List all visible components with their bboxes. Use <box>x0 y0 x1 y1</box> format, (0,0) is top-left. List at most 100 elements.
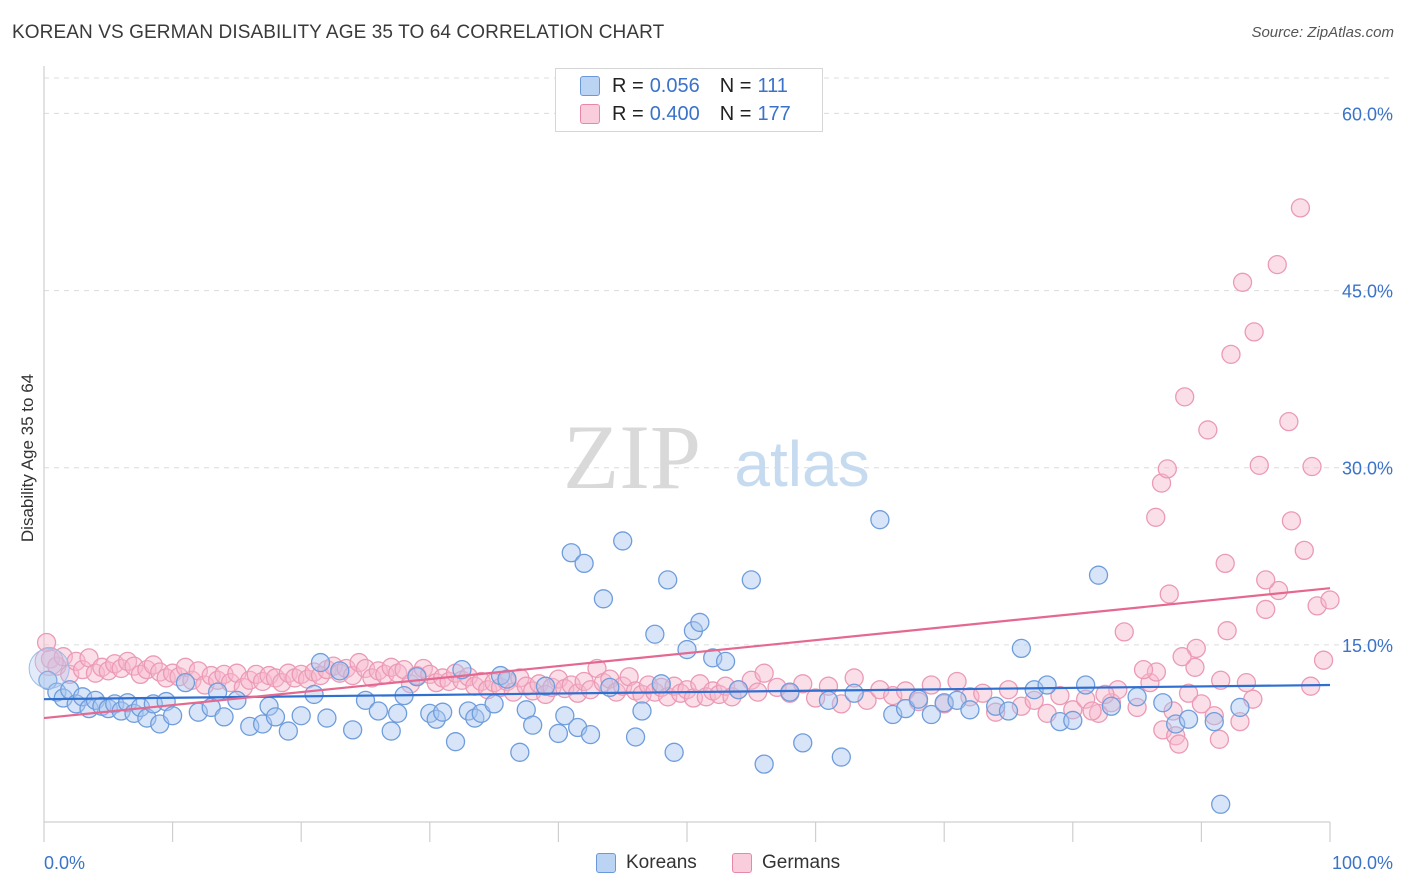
korean-point <box>658 570 678 590</box>
korean-point <box>593 589 614 609</box>
germans-swatch <box>580 104 600 124</box>
korean-point <box>741 570 761 590</box>
source-label: Source: ZipAtlas.com <box>1251 24 1394 41</box>
legend-row-koreans: R = 0.056 N = 111 <box>580 73 808 99</box>
stats-legend: R = 0.056 N = 111 R = 0.400 N = 177 <box>555 68 823 132</box>
german-point <box>1268 580 1289 601</box>
legend-item-germans[interactable]: Germans <box>732 852 840 874</box>
zipatlas-watermark: ZIP atlas <box>563 406 870 508</box>
german-point <box>1082 701 1102 721</box>
korean-point <box>715 651 736 672</box>
german-point <box>1172 647 1192 667</box>
korean-point <box>387 703 408 724</box>
korean-point <box>921 704 941 725</box>
korean-point <box>645 624 665 644</box>
korean-point <box>1076 675 1096 695</box>
r-label: R = <box>612 74 644 97</box>
german-point <box>754 663 774 683</box>
german-point <box>1215 553 1235 574</box>
german-point <box>1169 734 1189 754</box>
series-legend: Koreans Germans <box>0 852 1406 878</box>
german-point <box>1279 412 1299 432</box>
german-point <box>998 680 1019 700</box>
korean-point <box>452 660 472 680</box>
y-tick-label: 30.0% <box>1342 459 1393 479</box>
german-point <box>1114 622 1134 642</box>
koreans-points <box>28 510 1250 814</box>
korean-point <box>175 672 196 693</box>
korean-point <box>317 708 337 728</box>
korean-point <box>1211 794 1231 814</box>
axes <box>43 66 1331 842</box>
german-point <box>1320 590 1340 610</box>
n-label: N = <box>719 74 752 97</box>
korean-point <box>998 701 1019 721</box>
korean-point <box>831 747 851 767</box>
german-point <box>921 675 941 695</box>
legend-row-germans: R = 0.400 N = 177 <box>580 101 811 127</box>
german-point <box>1302 456 1322 477</box>
korean-point <box>1153 693 1173 713</box>
german-point <box>1221 344 1241 364</box>
korean-point <box>625 727 646 747</box>
korean-point <box>497 669 517 689</box>
german-point <box>1232 272 1253 292</box>
korean-point <box>227 690 247 711</box>
german-point <box>844 668 864 688</box>
legend-item-koreans[interactable]: Koreans <box>596 852 697 874</box>
german-point <box>1294 540 1314 561</box>
korean-point <box>1230 697 1250 718</box>
watermark-zip: ZIP <box>563 406 701 508</box>
german-point <box>1256 570 1276 590</box>
korean-point <box>632 701 652 721</box>
german-point <box>1211 670 1231 690</box>
korean-point <box>844 683 864 703</box>
y-tick-label: 45.0% <box>1342 282 1393 302</box>
german-point <box>947 671 967 692</box>
korean-point <box>793 733 813 753</box>
korean-point <box>407 667 427 687</box>
german-point <box>1175 387 1195 407</box>
korean-point <box>818 690 839 711</box>
korean-point <box>754 754 774 774</box>
german-point <box>1063 700 1083 720</box>
korean-point <box>265 707 286 727</box>
x-tick-label-min: 0.0% <box>44 853 85 873</box>
korean-point <box>445 732 466 752</box>
german-point-large <box>34 646 64 676</box>
germans-legend-swatch <box>732 853 752 873</box>
korean-point <box>960 700 980 720</box>
r-value: 0.056 <box>649 74 700 97</box>
german-point <box>1236 672 1257 693</box>
korean-point <box>1178 709 1199 729</box>
german-point <box>1249 455 1269 476</box>
korean-point <box>947 690 967 711</box>
chart-title: KOREAN VS GERMAN DISABILITY AGE 35 TO 64… <box>12 22 665 43</box>
german-point <box>1157 459 1177 479</box>
german-point <box>1198 420 1218 440</box>
korean-point <box>651 674 671 694</box>
german-point <box>1217 621 1237 641</box>
germans-legend-label: Germans <box>762 852 841 873</box>
korean-point-large <box>28 647 70 689</box>
korean-point <box>728 680 749 700</box>
korean-point <box>1011 638 1032 659</box>
korean-point <box>368 701 389 721</box>
korean-point <box>908 689 929 709</box>
korean-point <box>471 703 491 724</box>
germans-trend-line <box>43 587 1331 720</box>
korean-point <box>342 720 363 740</box>
german-point <box>1151 473 1172 493</box>
korean-point <box>510 742 530 762</box>
korean-point <box>690 612 710 633</box>
korean-point <box>613 531 633 551</box>
korean-point <box>523 715 543 735</box>
korean-point <box>535 676 556 696</box>
korean-point <box>484 694 504 714</box>
korean-point <box>330 661 350 681</box>
korean-point <box>1037 675 1057 695</box>
german-point <box>1024 690 1044 711</box>
korean-point <box>555 706 575 726</box>
gridlines <box>44 77 1394 646</box>
